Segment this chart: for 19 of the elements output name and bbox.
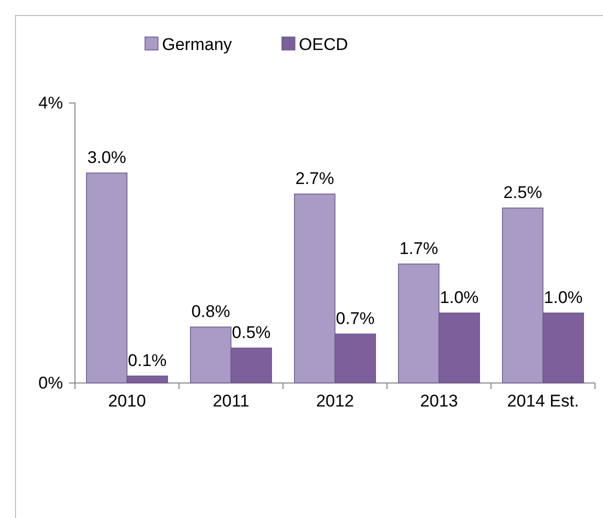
data-label: 1.0% <box>544 288 583 307</box>
data-label: 1.7% <box>399 239 438 258</box>
legend-label: Germany <box>162 35 232 54</box>
x-tick-label: 2010 <box>108 391 146 410</box>
x-tick-label: 2012 <box>316 391 354 410</box>
data-label: 3.0% <box>87 148 126 167</box>
x-tick-label: 2014 Est. <box>507 391 579 410</box>
x-tick-label: 2013 <box>420 391 458 410</box>
data-label: 0.7% <box>336 309 375 328</box>
y-tick-label: 4% <box>38 93 63 112</box>
data-label: 0.8% <box>191 302 230 321</box>
data-label: 2.7% <box>295 169 334 188</box>
data-label: 0.1% <box>128 351 167 370</box>
y-tick-label: 0% <box>38 373 63 392</box>
x-tick-label: 2011 <box>212 391 250 410</box>
data-label: 2.5% <box>503 183 542 202</box>
legend-label: OECD <box>298 35 348 54</box>
data-label: 1.0% <box>440 288 479 307</box>
data-label: 0.5% <box>232 323 271 342</box>
